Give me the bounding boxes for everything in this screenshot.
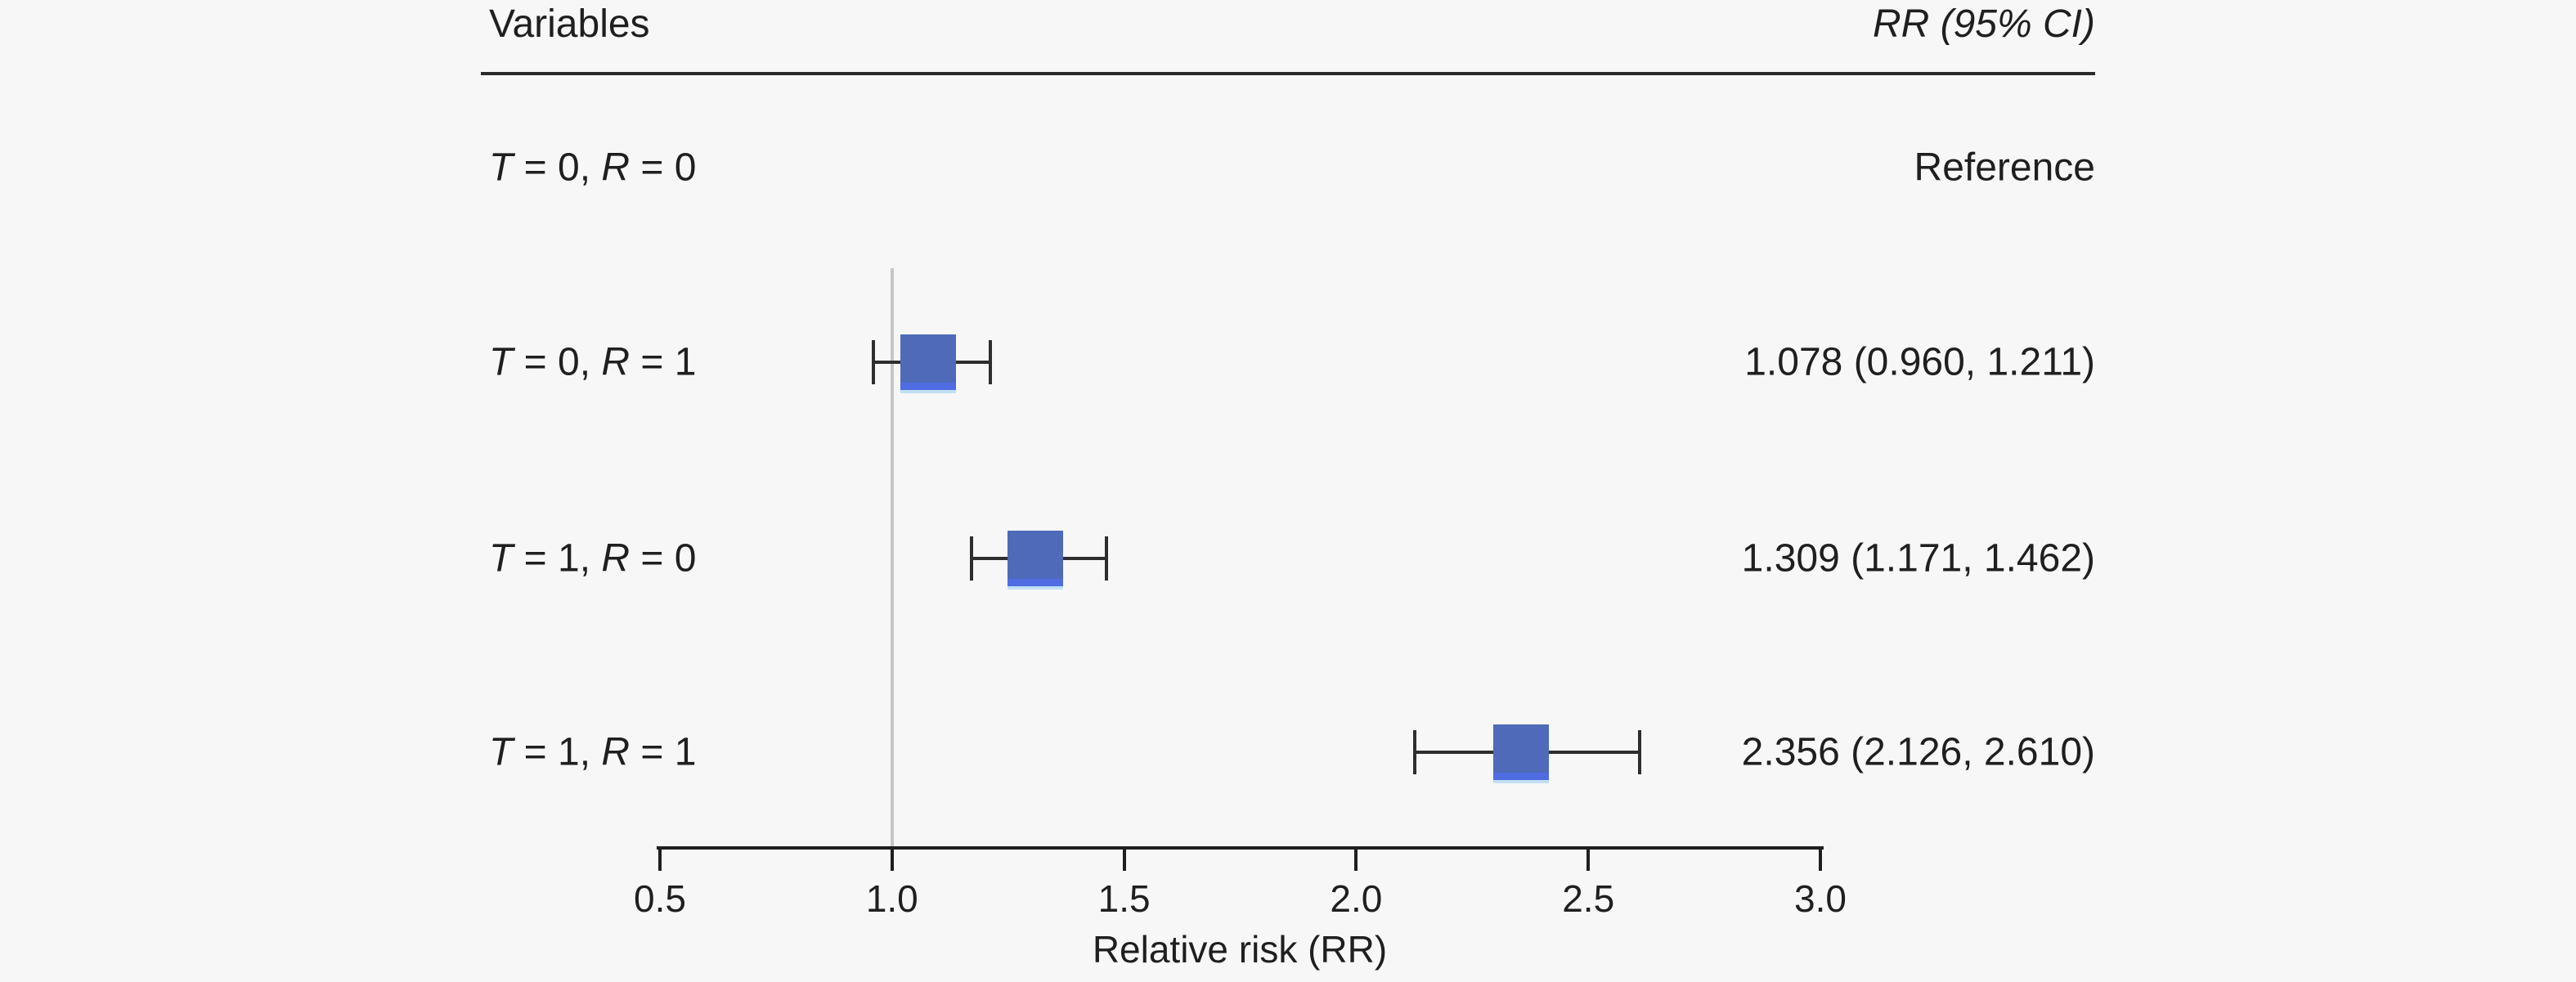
x-axis-tick-label: 3.0 (1794, 877, 1847, 920)
ci-cap-right (1105, 536, 1109, 581)
x-axis-tick-mark (1586, 850, 1591, 871)
estimate-marker (1008, 531, 1064, 586)
ci-cap-left (1412, 730, 1416, 774)
row-label: T = 0, R = 0 (489, 146, 697, 190)
x-axis-label: Relative risk (RR) (1092, 928, 1388, 971)
x-axis-tick-label: 1.0 (865, 877, 918, 920)
row-label: T = 1, R = 0 (489, 536, 697, 581)
ci-cap-left (969, 536, 973, 581)
x-axis-tick-label: 2.0 (1330, 877, 1383, 920)
x-axis-tick-mark (890, 850, 894, 871)
x-axis-line (657, 846, 1824, 850)
x-axis-tick-mark (1354, 850, 1358, 871)
row-rr-value: 1.078 (0.960, 1.211) (1744, 340, 2095, 384)
x-axis-tick-label: 1.5 (1097, 877, 1151, 920)
row-rr-value: 1.309 (1.171, 1.462) (1741, 536, 2095, 581)
x-axis-tick-mark (658, 850, 662, 871)
x-axis-tick-mark (1122, 850, 1126, 871)
reference-line-rr-1 (890, 268, 894, 848)
column-header-variables: Variables (489, 2, 650, 46)
x-axis-tick-mark (1819, 850, 1822, 871)
row-rr-value: 2.356 (2.126, 2.610) (1741, 730, 2095, 774)
estimate-marker (900, 334, 957, 390)
ci-cap-right (988, 340, 992, 384)
header-divider-line (481, 72, 2095, 75)
column-header-rr-ci: RR (95% CI) (1872, 2, 2095, 46)
x-axis-tick-label: 2.5 (1562, 877, 1615, 920)
ci-cap-left (872, 340, 876, 384)
estimate-marker (1493, 724, 1550, 780)
x-axis-tick-label: 0.5 (634, 877, 686, 920)
ci-cap-right (1637, 730, 1641, 774)
row-rr-value: Reference (1914, 146, 2095, 190)
row-label: T = 1, R = 1 (489, 730, 697, 774)
row-label: T = 0, R = 1 (489, 340, 697, 384)
